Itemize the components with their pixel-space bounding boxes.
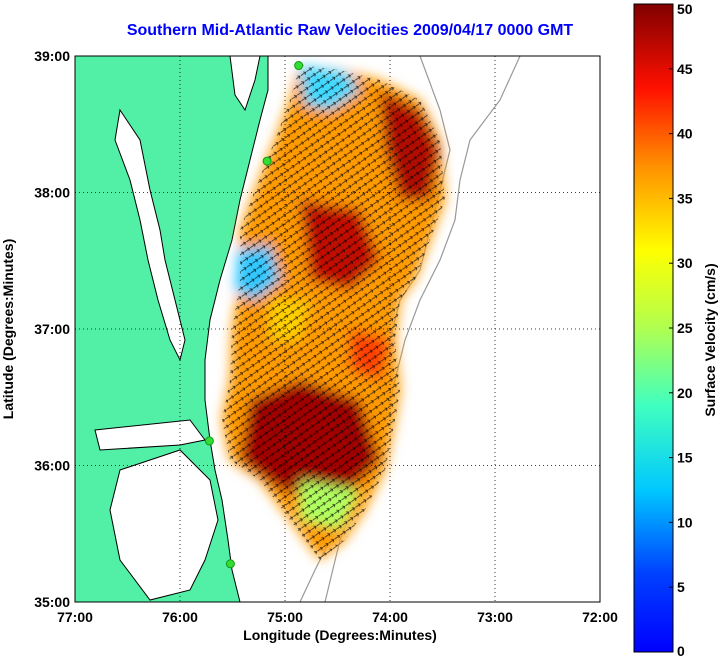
latitude-ticks: 35:00 36:00 37:00 38:00 39:00 [34, 48, 70, 610]
delaware-bay [229, 56, 261, 112]
colorbar-tick-label: 5 [677, 579, 685, 595]
radar-station-marker [204, 436, 214, 446]
plot-frame [74, 55, 601, 603]
colorbar [633, 3, 674, 653]
colorbar-tick-label: 25 [677, 320, 693, 336]
colorbar-tick-label: 30 [677, 255, 693, 271]
colorbar-tick-label: 45 [677, 61, 693, 77]
radar-station-marker [225, 559, 235, 569]
colorbar-tick-label: 0 [677, 643, 685, 659]
lat-tick-label: 39:00 [34, 48, 70, 64]
colorbar-ticks: 0 5 10 15 20 25 30 35 40 45 50 [669, 1, 693, 659]
pamlico-sound [109, 449, 219, 601]
lat-tick-label: 36:00 [34, 458, 70, 474]
map-grid [75, 56, 600, 602]
map-title: Southern Mid-Atlantic Raw Velocities 200… [126, 22, 574, 39]
colorbar-tick-label: 50 [677, 1, 693, 17]
colorbar-label: Surface Velocity (cm/s) [702, 263, 718, 416]
x-axis-label: Longitude (Degrees:Minutes) [243, 627, 437, 643]
lat-tick-label: 38:00 [34, 185, 70, 201]
lon-tick-label: 76:00 [162, 609, 198, 625]
colorbar-tick-label: 15 [677, 450, 693, 466]
colorbar-tick-label: 10 [677, 514, 693, 530]
lon-tick-label: 73:00 [477, 609, 513, 625]
albemarle-sound [94, 419, 206, 451]
radar-station-marker [294, 61, 304, 71]
radar-station-marker [262, 156, 272, 166]
lon-tick-label: 75:00 [267, 609, 303, 625]
longitude-ticks: 77:00 76:00 75:00 74:00 73:00 72:00 [57, 609, 618, 625]
colorbar-tick-label: 20 [677, 385, 693, 401]
current-arrows [222, 65, 445, 560]
colorbar-tick-label: 35 [677, 190, 693, 206]
radar-stations [204, 61, 304, 569]
lon-tick-label: 74:00 [372, 609, 408, 625]
lat-tick-label: 37:00 [34, 321, 70, 337]
y-axis-label: Latitude (Degrees:Minutes) [0, 239, 16, 419]
colorbar-tick-label: 40 [677, 126, 693, 142]
lat-tick-label: 35:00 [34, 594, 70, 610]
lon-tick-label: 72:00 [582, 609, 618, 625]
lon-tick-label: 77:00 [57, 609, 93, 625]
